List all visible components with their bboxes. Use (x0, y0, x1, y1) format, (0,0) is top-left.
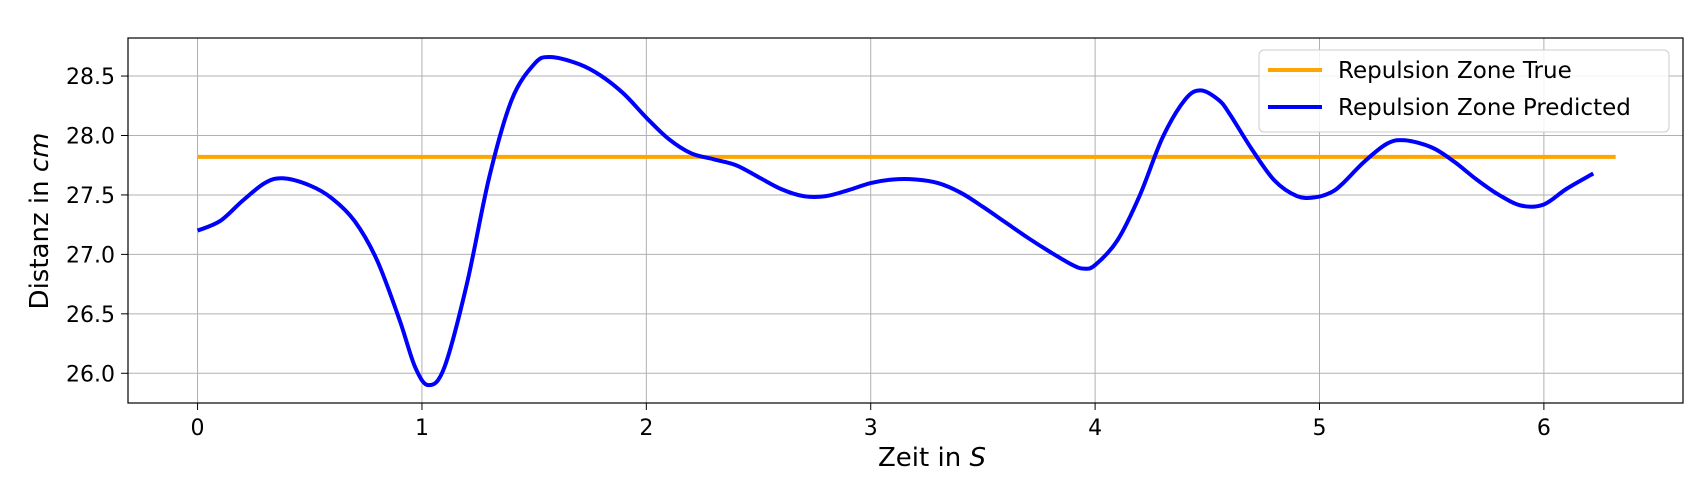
y-tick-label: 26.5 (66, 303, 115, 328)
y-tick-label: 27.5 (66, 184, 115, 209)
legend: Repulsion Zone True Repulsion Zone Predi… (1258, 49, 1670, 133)
x-tick-label: 3 (864, 416, 878, 441)
y-axis-label-unit: cm (25, 133, 55, 173)
legend-label-predicted: Repulsion Zone Predicted (1338, 95, 1631, 121)
y-axis-label-prefix: Distanz in (25, 172, 55, 309)
y-axis-label: Distanz in cm (25, 133, 55, 310)
x-tick-label: 2 (639, 416, 653, 441)
x-tick-label: 4 (1088, 416, 1102, 441)
y-tick-label: 27.0 (66, 243, 115, 268)
series-layer (196, 55, 1616, 388)
x-tick-label: 5 (1312, 416, 1326, 441)
legend-box (1258, 49, 1670, 133)
ticks: 0 1 2 3 4 5 6 26.0 26.5 27.0 27.5 28.0 28.5 (66, 65, 1551, 441)
x-axis-label-prefix: Zeit in (878, 443, 969, 473)
legend-label-true: Repulsion Zone True (1338, 58, 1572, 84)
series-line-predicted (196, 55, 1595, 388)
y-tick-label: 28.5 (66, 65, 115, 90)
x-tick-label: 6 (1537, 416, 1551, 441)
x-axis-label: Zeit in S (878, 443, 986, 473)
x-tick-label: 1 (415, 416, 429, 441)
y-tick-label: 26.0 (66, 362, 115, 387)
x-axis-label-unit: S (969, 443, 986, 473)
y-tick-label: 28.0 (66, 124, 115, 149)
x-tick-label: 0 (191, 416, 205, 441)
plot-frame (127, 37, 1684, 404)
